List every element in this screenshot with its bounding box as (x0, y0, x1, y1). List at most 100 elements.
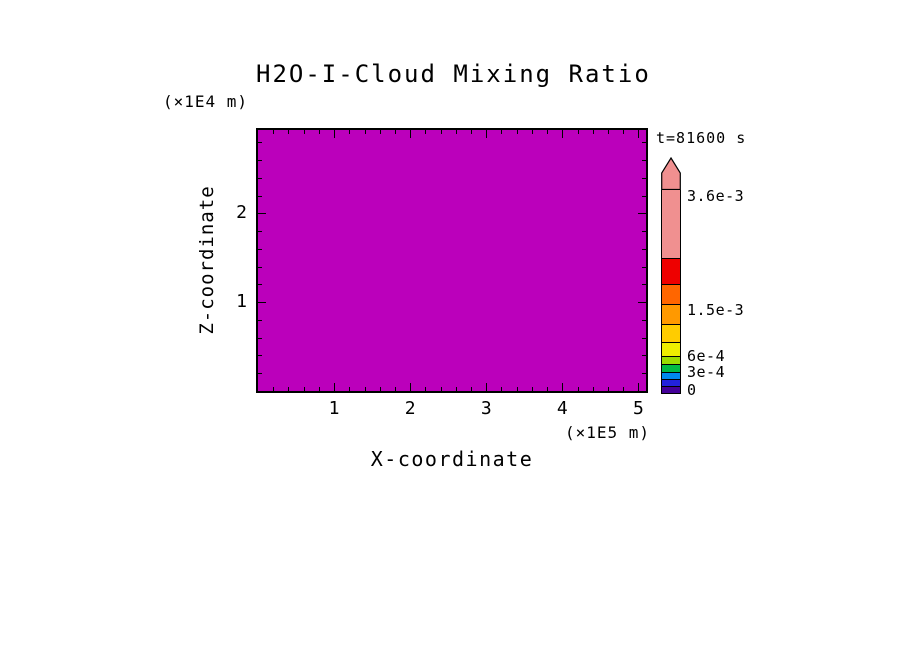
colorbar-arrow-icon (661, 157, 681, 190)
tick-mark (410, 130, 411, 138)
x-axis-units: (×1E5 m) (565, 423, 651, 442)
tick-mark (642, 284, 646, 285)
tick-mark (304, 130, 305, 134)
tick-mark (638, 130, 639, 138)
tick-mark (456, 130, 457, 134)
tick-mark (471, 387, 472, 391)
tick-mark (273, 130, 274, 134)
colorbar-segment (662, 258, 680, 284)
tick-mark (642, 338, 646, 339)
tick-mark (334, 130, 335, 138)
tick-mark (258, 231, 262, 232)
tick-mark (258, 355, 262, 356)
tick-mark (288, 130, 289, 134)
tick-mark (642, 267, 646, 268)
colorbar-tick-label: 3e-4 (687, 363, 726, 381)
tick-mark (486, 383, 487, 391)
y-axis-title: Z-coordinate (196, 185, 218, 335)
tick-mark (365, 130, 366, 134)
tick-mark (562, 130, 563, 138)
tick-mark (642, 355, 646, 356)
colorbar-segment (662, 386, 680, 393)
tick-mark (517, 130, 518, 134)
x-tick-label: 3 (480, 398, 492, 419)
tick-mark (258, 160, 262, 161)
tick-mark (258, 373, 262, 374)
tick-mark (395, 130, 396, 134)
tick-mark (258, 320, 262, 321)
tick-mark (258, 267, 262, 268)
colorbar (661, 157, 681, 394)
tick-mark (547, 387, 548, 391)
tick-mark (258, 178, 262, 179)
tick-mark (547, 130, 548, 134)
tick-mark (395, 387, 396, 391)
tick-mark (562, 383, 563, 391)
tick-mark (642, 249, 646, 250)
tick-mark (380, 130, 381, 134)
tick-mark (593, 387, 594, 391)
tick-mark (638, 302, 646, 303)
tick-mark (593, 130, 594, 134)
tick-mark (258, 338, 262, 339)
tick-mark (578, 387, 579, 391)
tick-mark (642, 231, 646, 232)
colorbar-tick-label: 6e-4 (687, 347, 726, 365)
tick-mark (273, 387, 274, 391)
tick-mark (642, 196, 646, 197)
tick-mark (642, 160, 646, 161)
colorbar-segment (662, 342, 680, 356)
tick-mark (642, 178, 646, 179)
colorbar-segment (662, 304, 680, 324)
tick-mark (441, 130, 442, 134)
tick-mark (410, 383, 411, 391)
tick-mark (380, 387, 381, 391)
y-tick-label: 1 (236, 291, 247, 313)
x-axis-title: X-coordinate (370, 447, 534, 471)
colorbar-segment (662, 284, 680, 304)
tick-mark (623, 387, 624, 391)
tick-mark (623, 130, 624, 134)
tick-mark (258, 284, 262, 285)
colorbar-tick-label: 3.6e-3 (687, 187, 745, 205)
tick-mark (642, 142, 646, 143)
tick-mark (532, 387, 533, 391)
tick-mark (456, 387, 457, 391)
tick-mark (334, 383, 335, 391)
y-tick-label: 2 (236, 202, 247, 224)
x-tick-label: 4 (556, 398, 568, 419)
x-tick-label: 5 (632, 398, 644, 419)
tick-mark (258, 213, 266, 214)
tick-mark (365, 387, 366, 391)
colorbar-tick-label: 0 (687, 381, 697, 399)
tick-mark (441, 387, 442, 391)
colorbar-segment (662, 372, 680, 379)
tick-mark (258, 302, 266, 303)
tick-mark (608, 387, 609, 391)
tick-mark (425, 130, 426, 134)
tick-mark (319, 387, 320, 391)
tick-mark (349, 130, 350, 134)
tick-mark (486, 130, 487, 138)
tick-mark (642, 373, 646, 374)
tick-mark (638, 213, 646, 214)
tick-mark (501, 387, 502, 391)
tick-mark (608, 130, 609, 134)
chart-title: H2O-I-Cloud Mixing Ratio (256, 60, 651, 88)
tick-mark (319, 130, 320, 134)
tick-mark (517, 387, 518, 391)
tick-mark (304, 387, 305, 391)
tick-mark (578, 130, 579, 134)
tick-mark (349, 387, 350, 391)
tick-mark (288, 387, 289, 391)
tick-mark (532, 130, 533, 134)
time-annotation: t=81600 s (656, 129, 747, 147)
tick-mark (471, 130, 472, 134)
y-axis-units: (×1E4 m) (163, 92, 249, 111)
plot-area (256, 128, 648, 393)
tick-mark (258, 249, 262, 250)
colorbar-segment (662, 364, 680, 372)
tick-mark (501, 130, 502, 134)
colorbar-segment (662, 356, 680, 364)
